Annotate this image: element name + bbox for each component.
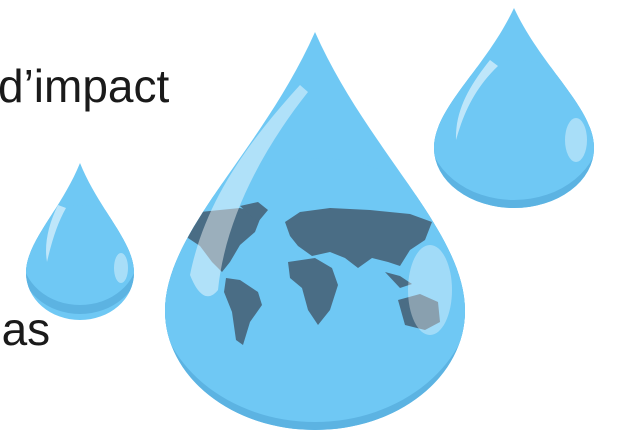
drop-right <box>434 8 594 208</box>
text-line: d’impact <box>0 60 170 112</box>
drop-big <box>165 32 465 430</box>
world-map <box>175 202 440 345</box>
text-line: pas <box>0 303 50 355</box>
